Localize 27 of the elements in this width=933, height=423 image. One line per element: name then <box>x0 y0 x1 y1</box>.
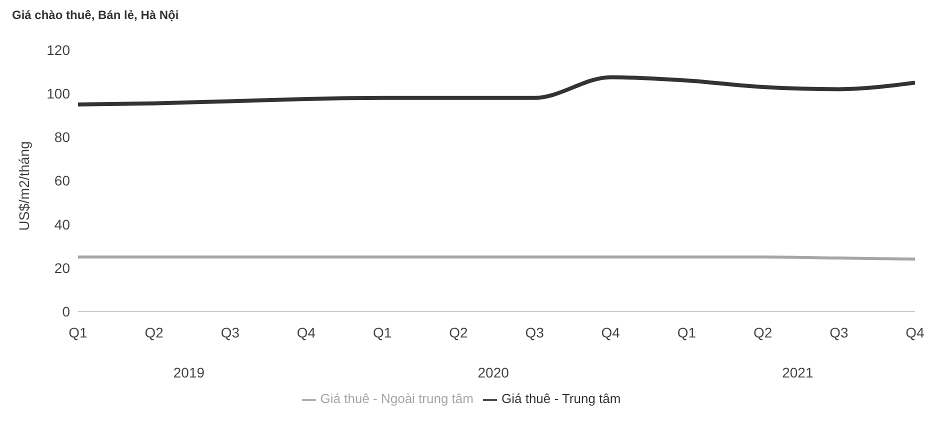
text: 2020 <box>478 364 510 380</box>
y-axis-title: US$/m2/tháng <box>16 141 32 231</box>
x-tick-label: Q3 <box>830 324 848 340</box>
line-series <box>76 75 917 106</box>
y-tick-label: 0 <box>62 303 70 320</box>
y-tick-label: 100 <box>46 86 70 102</box>
x-tick-label: Q2 <box>449 324 468 340</box>
x-tick-label: Q1 <box>677 324 696 340</box>
legend-label: Giá thuê - Ngoài trung tâm <box>320 391 474 406</box>
legend-label: Giá thuê - Trung tâm <box>501 391 621 406</box>
text: 2019 <box>173 364 205 380</box>
x-tick-label: Q2 <box>144 324 164 340</box>
x-tick-label: Q1 <box>68 324 88 340</box>
x-tick-label: Q4 <box>296 324 316 340</box>
y-tick-label: 40 <box>54 216 70 232</box>
y-tick-label: 120 <box>46 42 70 58</box>
x-tick-label: Q3 <box>525 324 544 340</box>
text: 2021 <box>782 364 814 380</box>
y-tick-label: 80 <box>54 129 70 146</box>
chart-title: Giá chào thuê, Bán lẻ, Hà Nội <box>12 8 180 22</box>
x-tick-label: Q1 <box>373 324 392 340</box>
x-tick-label: Q4 <box>906 324 925 340</box>
y-tick-label: 60 <box>54 172 70 189</box>
x-tick-label: Q3 <box>220 324 240 340</box>
x-tick-label: Q2 <box>753 324 772 340</box>
x-tick-label: Q4 <box>601 324 620 340</box>
y-tick-label: 20 <box>54 260 70 276</box>
